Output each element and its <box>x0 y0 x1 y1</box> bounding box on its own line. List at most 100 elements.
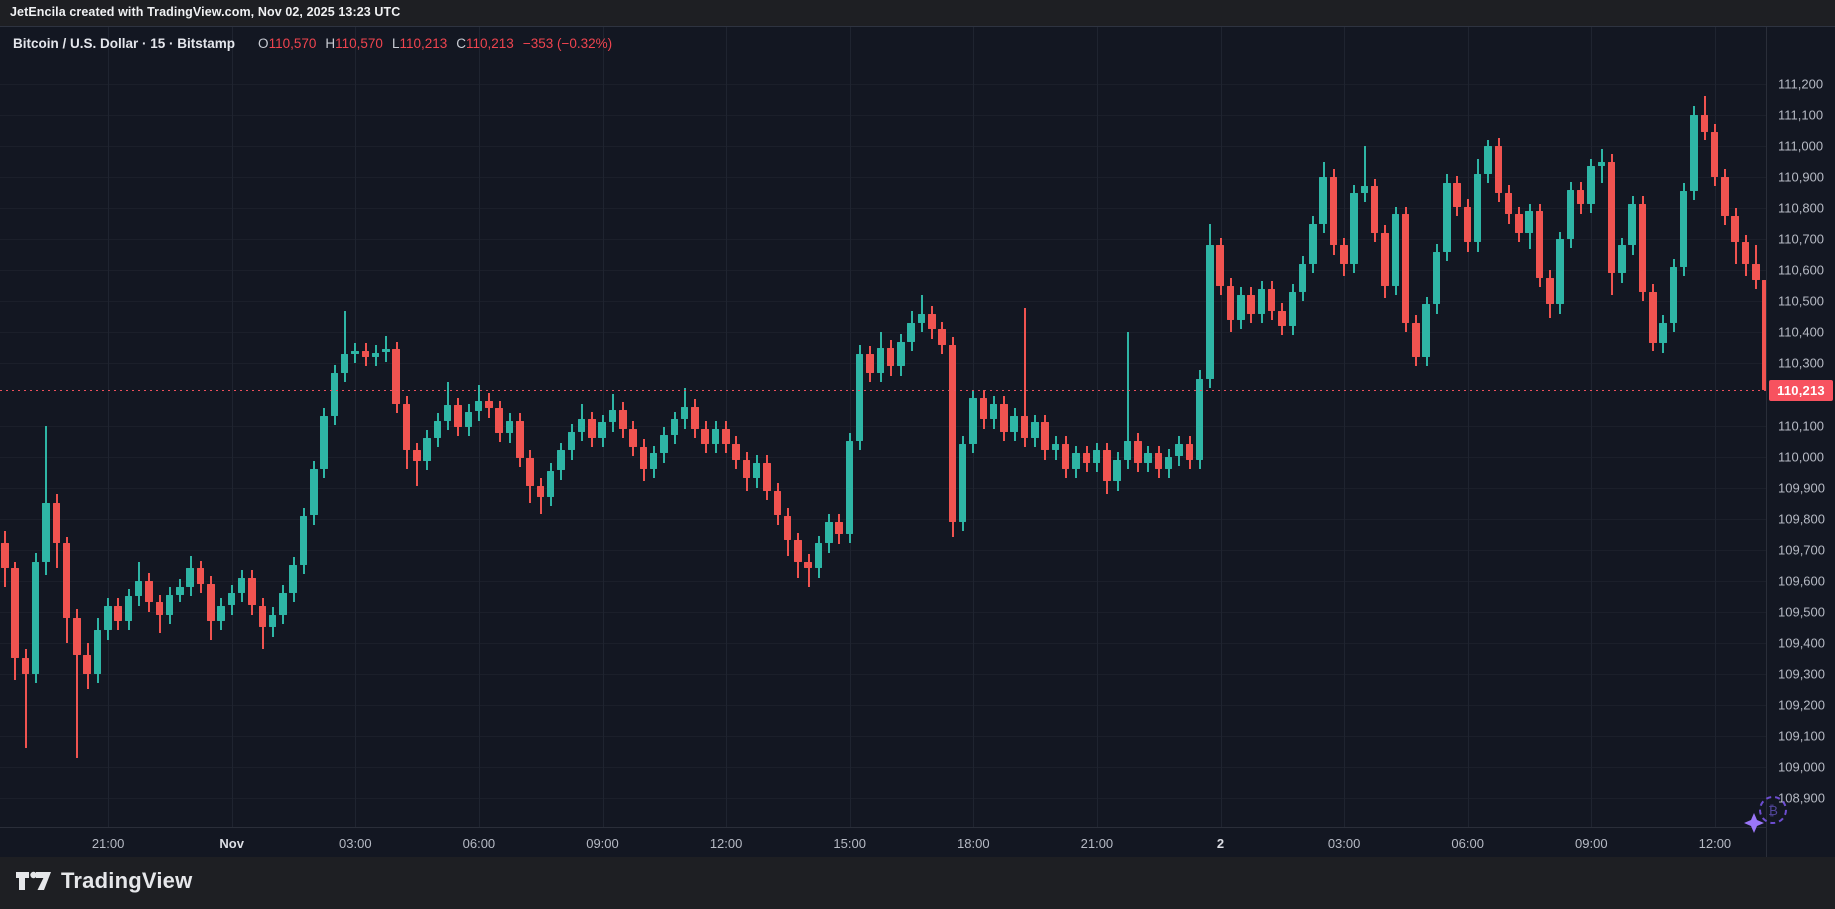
time-tick-label: 12:00 <box>1698 836 1732 851</box>
candle-down <box>1731 215 1739 243</box>
price-tick-label: 109,100 <box>1778 728 1825 744</box>
candle-wick <box>76 608 79 758</box>
price-axis[interactable]: USD 110,213 111,200111,100111,000110,900… <box>1766 27 1835 858</box>
open-label: O <box>258 36 269 51</box>
candle-up <box>443 405 452 421</box>
candle-down <box>1515 214 1523 233</box>
candle-down <box>62 543 71 618</box>
candle-up <box>855 354 864 441</box>
time-tick-label: 21:00 <box>1080 836 1114 851</box>
v-gridline <box>849 27 851 827</box>
candle-up <box>505 420 514 434</box>
candle-down <box>145 580 153 603</box>
candle-up <box>1628 203 1636 246</box>
candle-wick <box>1600 149 1603 184</box>
bitcoin-glyph-icon: ₿ <box>1768 803 1778 818</box>
candle-up <box>217 605 225 621</box>
candle-up <box>31 562 40 674</box>
candle-up <box>279 593 287 615</box>
candle-down <box>1453 183 1461 207</box>
candle-up <box>1484 146 1492 174</box>
attribution-bar: JetEncila created with TradingView.com, … <box>0 0 1835 26</box>
candle-up <box>969 397 977 445</box>
candle-up <box>1432 251 1441 305</box>
candle-up <box>845 441 854 535</box>
sparkle-refresh-icon[interactable]: ₿ <box>1740 787 1796 837</box>
candle-down <box>1278 310 1286 327</box>
time-tick-label: 06:00 <box>462 836 496 851</box>
candle-down <box>1463 206 1472 243</box>
low-value: 110,213 <box>399 36 448 51</box>
candle-down <box>516 420 524 459</box>
candle-up <box>474 400 483 412</box>
candle-up <box>917 313 926 323</box>
candle-down <box>1082 453 1090 463</box>
candle-down <box>1494 146 1502 193</box>
candle-down <box>258 605 266 628</box>
candle-down <box>155 602 163 615</box>
candle-up <box>1669 267 1678 324</box>
candle-up <box>660 434 668 454</box>
candle-wick <box>344 310 346 382</box>
candle-up <box>186 568 194 587</box>
candle-up <box>1360 186 1369 193</box>
candle-down <box>392 349 400 404</box>
candle-up <box>104 605 112 631</box>
candle-up <box>1257 288 1266 314</box>
candle-down <box>1247 295 1255 314</box>
candle-down <box>1546 278 1554 305</box>
candle-wick <box>385 335 388 362</box>
candle-up <box>1350 192 1358 265</box>
v-gridline <box>355 27 357 827</box>
h-gridline <box>0 146 1766 148</box>
time-tick-label: 15:00 <box>833 836 866 851</box>
candle-down <box>1103 450 1111 482</box>
candle-down <box>495 408 503 434</box>
time-axis[interactable]: 21:00 Nov 03:00 06:00 09:00 12:00 15:00 18:00 21… <box>0 827 1766 858</box>
candle-up <box>1051 444 1060 451</box>
candle-up <box>1391 214 1399 286</box>
candle-down <box>21 658 30 674</box>
v-gridline <box>1344 27 1346 827</box>
tradingview-logo-icon <box>16 871 51 890</box>
footer-bar: TradingView <box>0 857 1835 909</box>
candle-down <box>73 617 81 656</box>
price-tick-label: 109,400 <box>1778 635 1825 651</box>
candle-down <box>1061 444 1070 469</box>
candle-up <box>1164 456 1173 469</box>
candle-down <box>794 540 802 562</box>
candle-down <box>1721 177 1729 216</box>
candle-up <box>907 323 915 342</box>
candle-down <box>886 347 895 367</box>
price-tick-label: 110,800 <box>1778 200 1825 216</box>
price-tick-label: 109,500 <box>1778 604 1825 620</box>
candle-up <box>268 614 277 628</box>
candle-down <box>361 351 369 358</box>
candle-down <box>83 655 91 674</box>
candle-down <box>11 568 19 659</box>
price-tick-label: 110,300 <box>1778 355 1825 371</box>
candle-down <box>454 405 462 427</box>
candle-up <box>897 341 905 367</box>
chart-pane[interactable] <box>0 27 1766 827</box>
candle-up <box>1618 245 1626 274</box>
candle-up <box>711 428 720 445</box>
high-value: 110,570 <box>335 36 383 51</box>
candle-down <box>1041 422 1049 451</box>
high-label: H <box>325 36 336 51</box>
candle-up <box>1319 177 1327 224</box>
candle-down <box>1638 203 1647 292</box>
candle-up <box>227 593 236 606</box>
candle-wick <box>1363 146 1366 202</box>
candle-down <box>1381 233 1389 286</box>
candle-up <box>1288 292 1296 327</box>
time-tick-label: 09:00 <box>586 836 619 851</box>
tradingview-logo[interactable]: TradingView <box>15 868 192 894</box>
candle-up <box>382 349 390 353</box>
candle-up <box>567 431 575 451</box>
h-gridline <box>0 518 1766 520</box>
candle-up <box>371 352 380 358</box>
h-gridline <box>0 115 1766 116</box>
candle-down <box>1649 292 1657 344</box>
candle-up <box>93 630 102 674</box>
